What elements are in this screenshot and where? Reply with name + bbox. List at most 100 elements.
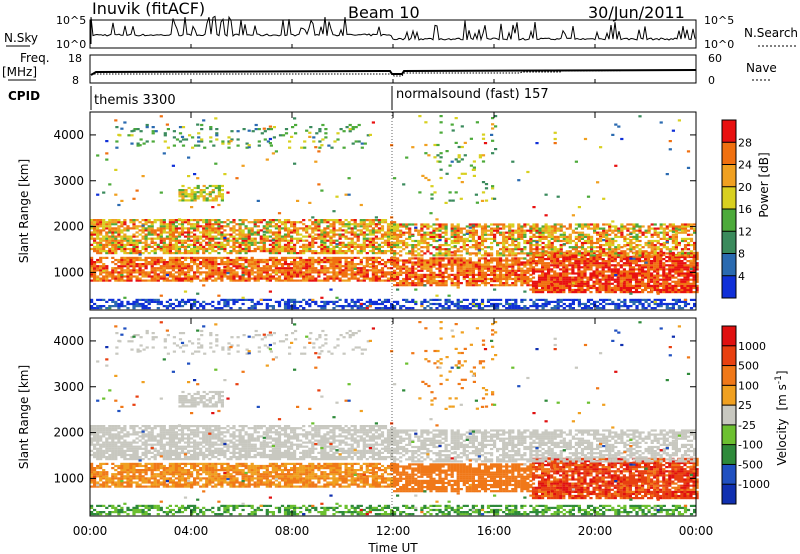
echo-cell (314, 252, 318, 255)
echo-cell (553, 227, 557, 230)
echo-cell (541, 286, 545, 290)
echo-cell (692, 278, 696, 281)
echo-cell (323, 273, 327, 276)
echo-cell (268, 239, 272, 242)
echo-cell (502, 223, 506, 226)
echo-cell (380, 233, 385, 236)
echo-cell (214, 263, 218, 266)
echo-cell (474, 248, 478, 251)
echo-cell (402, 265, 406, 268)
echo-cell (393, 257, 397, 260)
echo-cell (459, 263, 463, 266)
echo-cell (144, 219, 148, 222)
echo-cell (671, 276, 675, 279)
echo-cell (532, 302, 536, 306)
echo-cell (205, 263, 209, 266)
echo-cell (290, 231, 294, 234)
echo-cell (662, 288, 666, 292)
echo-cell (332, 273, 336, 276)
echo-cell (217, 243, 221, 246)
echo-cell (205, 275, 209, 278)
echo-cell (432, 223, 436, 226)
echo-cell (259, 275, 263, 278)
echo-cell (486, 225, 491, 228)
echo-cell (641, 307, 645, 310)
echo-cell (505, 263, 509, 266)
echo-cell (371, 227, 375, 230)
echo-cell (535, 223, 539, 226)
echo-cell (362, 250, 366, 253)
echo-cell (232, 241, 236, 244)
echo-cell (535, 248, 539, 251)
echo-cell (265, 239, 269, 242)
echo-cell (117, 277, 121, 280)
echo-cell (559, 272, 563, 275)
echo-cell (671, 253, 675, 257)
echo-cell (686, 280, 690, 283)
echo-cell (390, 307, 394, 310)
echo-cell (144, 267, 148, 270)
echo-cell (429, 244, 433, 247)
echo-cell (174, 298, 178, 301)
echo-cell (244, 245, 248, 248)
echo-cell (490, 302, 494, 306)
echo-cell (196, 227, 200, 230)
echo-cell (220, 245, 224, 248)
echo-cell (553, 260, 557, 263)
echo-cell (308, 247, 312, 251)
echo-cell (283, 247, 288, 251)
echo-cell (590, 252, 594, 255)
echo-cell (617, 302, 621, 306)
echo-cell (577, 239, 581, 243)
echo-cell (511, 302, 515, 306)
echo-cell (486, 300, 491, 303)
echo-cell (226, 225, 230, 228)
echo-cell (411, 248, 415, 251)
echo-cell (423, 261, 427, 264)
echo-cell (271, 265, 275, 268)
echo-cell (459, 307, 463, 310)
echo-cell (526, 261, 530, 264)
echo-cell (529, 231, 533, 234)
echo-cell (447, 307, 451, 310)
echo-cell (108, 279, 112, 282)
echo-cell (238, 265, 242, 268)
echo-cell (132, 247, 136, 251)
echo-cell (347, 273, 351, 276)
echo-cell (605, 231, 609, 234)
echo-cell (199, 219, 203, 222)
echo-cell (329, 256, 333, 259)
echo-cell (96, 275, 100, 278)
echo-cell (177, 265, 182, 268)
echo-cell (253, 237, 257, 240)
echo-cell (601, 282, 605, 285)
echo-cell (631, 291, 636, 294)
echo-cell (571, 246, 575, 249)
echo-cell (541, 233, 545, 236)
echo-cell (553, 246, 557, 249)
echo-cell (610, 268, 614, 271)
echo-cell (123, 265, 127, 268)
echo-cell (493, 265, 497, 268)
echo-cell (441, 265, 445, 268)
echo-cell (435, 302, 439, 306)
echo-cell (471, 252, 475, 255)
echo-cell (662, 278, 666, 281)
echo-cell (208, 265, 212, 268)
echo-cell (220, 241, 224, 244)
echo-cell (420, 302, 424, 306)
echo-cell (365, 275, 369, 278)
echo-cell (135, 256, 139, 259)
echo-cell (183, 258, 188, 262)
echo-cell (335, 250, 339, 253)
echo-cell (465, 265, 469, 268)
echo-cell (559, 223, 563, 226)
echo-cell (114, 302, 118, 306)
echo-cell (123, 235, 127, 238)
echo-cell (471, 280, 475, 283)
echo-cell (205, 223, 209, 226)
echo-cell (299, 305, 303, 308)
echo-cell (435, 263, 439, 266)
echo-cell (265, 277, 269, 280)
echo-cell (217, 275, 221, 278)
